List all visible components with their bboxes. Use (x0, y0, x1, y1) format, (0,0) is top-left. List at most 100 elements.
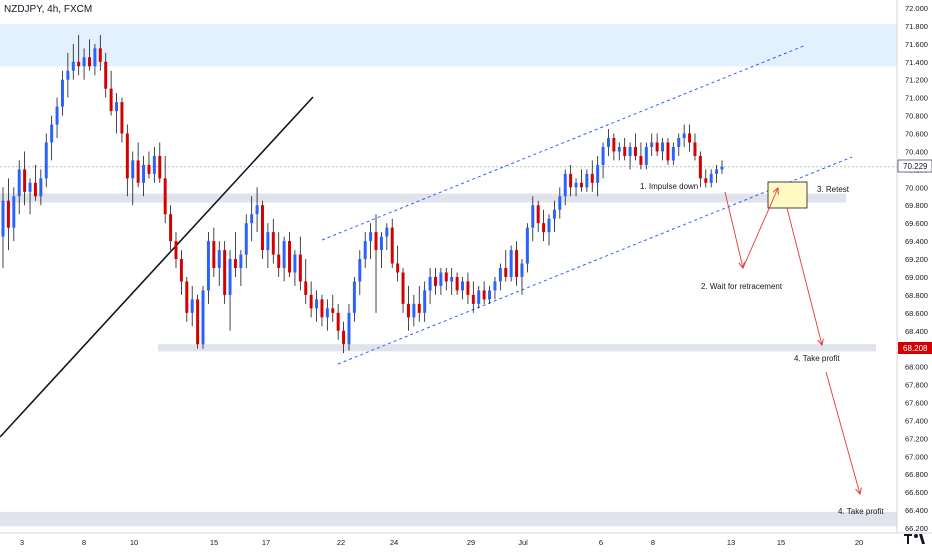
annotation-wait-for-retracement: 2. Wait for retracement (701, 282, 783, 291)
candle (206, 232, 210, 304)
candle (352, 276, 356, 322)
candle-body (315, 299, 319, 309)
candle (374, 214, 378, 313)
candle (17, 160, 21, 215)
candle-body (88, 57, 91, 67)
candle (682, 124, 686, 147)
candle-body (223, 250, 227, 295)
candle (688, 124, 692, 152)
arrow-take-profit-1 (786, 207, 822, 345)
candle (655, 133, 659, 156)
candle-body (179, 259, 183, 282)
candle (109, 70, 113, 116)
candle-body (261, 205, 264, 251)
candle-body (28, 182, 32, 192)
y-tick-label: 70.800 (905, 112, 928, 121)
candle (390, 218, 394, 268)
x-tick-label: 15 (777, 538, 785, 547)
candle (201, 285, 205, 349)
candle-body (650, 142, 654, 147)
candle (569, 164, 573, 197)
candle-body (688, 133, 692, 143)
candle-body (634, 146, 637, 156)
candle-body (190, 299, 194, 313)
annotations-layer: 1. Impulse down 2. Wait for retracement … (640, 182, 884, 516)
candle-body (309, 294, 313, 309)
candle-body (498, 268, 502, 282)
candle-body (396, 263, 400, 273)
candle-body (109, 88, 113, 112)
candle-body (493, 281, 497, 291)
candle-body (325, 308, 329, 318)
candle-body (115, 102, 119, 112)
candle (12, 187, 16, 242)
candle (277, 232, 281, 277)
candle-body (77, 61, 81, 67)
candle-body (255, 205, 259, 215)
candle-body (461, 281, 464, 291)
arrow-retracement-down (724, 191, 743, 268)
x-tick-label: 15 (210, 538, 218, 547)
lines-layer (0, 44, 853, 438)
candle (477, 285, 481, 309)
candle (169, 205, 173, 251)
candle (412, 294, 416, 327)
candle-body (671, 146, 675, 161)
candle (433, 268, 437, 295)
x-tick-label: 17 (262, 538, 270, 547)
candle (358, 250, 362, 295)
arrow-take-profit-2 (825, 371, 860, 494)
candle-body (282, 241, 286, 268)
candle (250, 196, 254, 242)
candle (331, 294, 335, 322)
candle (612, 133, 616, 161)
candle-body (60, 79, 64, 107)
candle-body (363, 241, 367, 260)
candle (217, 241, 221, 286)
retest-box (767, 181, 808, 209)
trendline-black (0, 96, 314, 438)
x-tick-label: 29 (467, 538, 475, 547)
candle-body (390, 227, 394, 264)
candle (585, 169, 589, 192)
candle (671, 142, 675, 165)
candle-body (596, 164, 600, 183)
candle (504, 250, 508, 282)
candle-body (644, 146, 648, 165)
y-tick-label: 69.600 (905, 219, 928, 228)
candle (223, 241, 227, 304)
candle-body (71, 61, 75, 71)
y-tick-label: 71.000 (905, 94, 928, 103)
candle-body (125, 133, 129, 179)
candle-body (623, 146, 627, 156)
arrows-layer (724, 181, 860, 494)
candle (455, 272, 459, 295)
y-tick-label: 66.800 (905, 470, 928, 479)
candle (190, 285, 194, 327)
tradingview-logo (904, 534, 925, 544)
annotation-retest: 3. Retest (817, 185, 850, 194)
candle (450, 268, 454, 295)
candle-body (715, 169, 719, 174)
y-tick-label: 67.600 (905, 398, 928, 407)
candle-body (288, 241, 292, 273)
candle (71, 43, 75, 80)
candle (385, 223, 389, 251)
candle-body (39, 178, 43, 197)
support-price-label: 68.208 (903, 344, 928, 353)
y-axis: 72.000 71.800 71.600 71.400 71.200 71.000 70.8… (896, 0, 928, 533)
candle-body (655, 142, 659, 152)
candle (336, 303, 340, 340)
candle-body (406, 303, 410, 318)
support-band (158, 344, 876, 352)
y-tick-label: 70.600 (905, 130, 928, 139)
candle-body (569, 173, 573, 188)
candle (233, 232, 237, 277)
x-tick-label: 3 (20, 538, 24, 547)
top-supply-zone (0, 24, 897, 67)
candle (39, 169, 43, 206)
candle (617, 142, 621, 161)
candle-body (401, 272, 405, 304)
candle (693, 133, 697, 161)
